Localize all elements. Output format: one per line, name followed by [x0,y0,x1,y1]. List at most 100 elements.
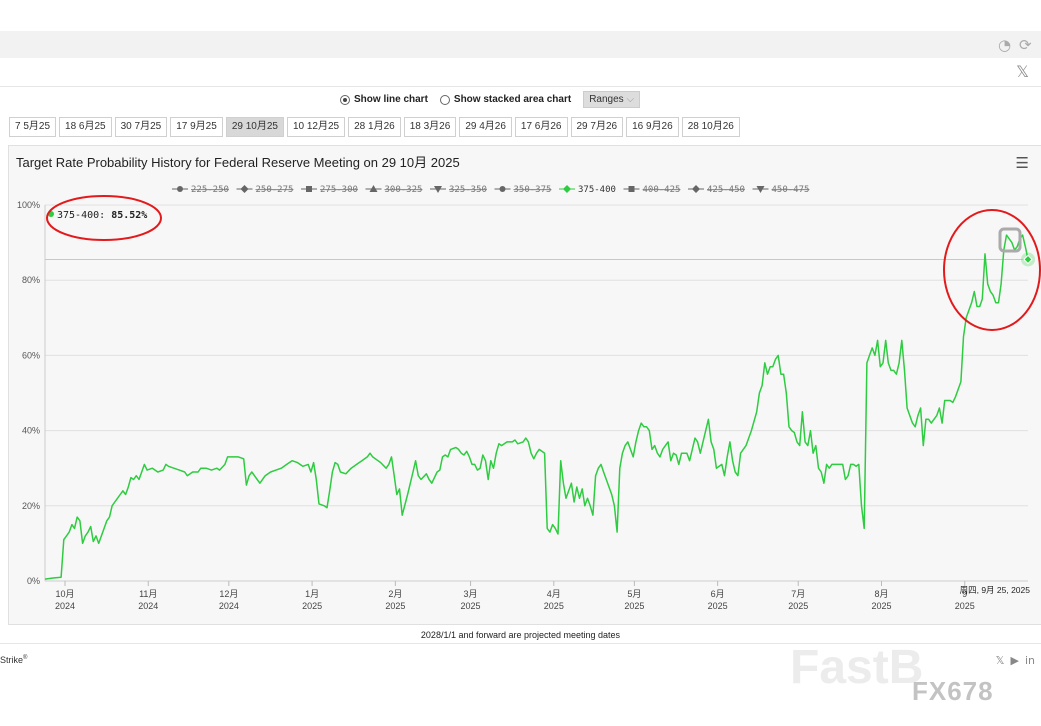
ranges-label: Ranges [589,94,624,105]
legend-label: 225-250 [191,185,229,195]
legend-label: 350-375 [514,185,552,195]
x-tick-label: 11月 [139,589,157,599]
legend-label: 375-400 [578,185,616,195]
radio-unchecked-icon[interactable] [439,94,450,105]
x-tick-year: 2025 [871,601,891,611]
x-tick-label: 4月 [547,589,561,599]
x-tick-year: 2025 [461,601,481,611]
tab-meeting-date[interactable]: 29 4月26 [459,117,512,137]
y-tick-label: 0% [27,576,40,586]
meeting-date-tabs: 7 5月25 18 6月25 30 7月25 17 9月25 29 10月25 10 12… [9,117,743,137]
legend-item[interactable]: 225-250 [172,185,229,195]
legend-label: 400-425 [643,185,681,195]
x-tick-year: 2025 [708,601,728,611]
radio-checked-icon[interactable] [340,94,350,105]
social-links: 𝕏 ▶ in [996,654,1035,667]
linkedin-icon[interactable]: in [1024,654,1035,667]
x-icon[interactable]: 𝕏 [995,654,1005,667]
legend-item[interactable]: 450-475 [752,185,810,195]
x-tick-year: 2025 [385,601,405,611]
tab-meeting-date[interactable]: 7 5月25 [9,117,57,137]
legend-marker [369,185,378,192]
hover-date-label: 周四, 9月 25, 2025 [960,585,1031,595]
x-tick-label: 7月 [791,589,805,599]
strike-label: Strike® [0,655,28,665]
tab-meeting-date[interactable]: 28 10月26 [681,117,740,137]
x-tick-label: 8月 [874,589,888,599]
divider [0,643,1041,644]
legend-item[interactable]: 425-450 [688,185,745,195]
legend-label: 300-325 [385,185,423,195]
tab-meeting-date[interactable]: 18 6月25 [59,117,112,137]
x-tick-label: 1月 [305,589,319,599]
x-tick-year: 2024 [55,601,75,611]
hover-marker [1023,254,1033,265]
x-tick-year: 2025 [788,601,808,611]
pie-chart-icon[interactable]: ◔ [998,36,1012,54]
x-tick-year: 2025 [955,601,975,611]
legend-marker [434,186,442,193]
watermark-fastbull: FastB [790,641,924,694]
legend-item[interactable]: 300-325 [365,185,423,195]
legend-label: 325-350 [449,185,487,195]
divider [0,86,1041,87]
ranges-dropdown[interactable]: Ranges ⌵ [583,91,641,108]
y-tick-label: 40% [22,426,40,436]
area-chart-option[interactable]: Show stacked area chart [439,94,572,105]
chart-title: Target Rate Probability History for Fede… [16,155,460,170]
y-tick-label: 100% [17,200,40,210]
legend-label: 250-275 [256,185,294,195]
y-tick-label: 20% [22,501,40,511]
legend-label: 450-475 [772,185,810,195]
legend-item[interactable]: 400-425 [623,185,681,195]
chart-type-options: Show line chart Show stacked area chart … [340,91,641,108]
youtube-icon[interactable]: ▶ [1010,654,1019,667]
annotation-ellipse-latest [943,209,1041,331]
area-chart-label: Show stacked area chart [453,94,572,105]
legend-label: 425-450 [707,185,745,195]
legend-item[interactable]: 375-400 [559,185,616,195]
tab-meeting-date[interactable]: 17 9月25 [170,117,223,137]
x-tick-year: 2025 [302,601,322,611]
tab-meeting-date[interactable]: 29 10月25 [225,117,284,137]
line-chart-label: Show line chart [354,94,428,105]
tab-meeting-date[interactable]: 10 12月25 [286,117,346,137]
legend-marker [499,186,506,192]
legend-marker [306,186,312,192]
tab-meeting-date[interactable]: 29 7月26 [570,117,624,137]
x-tick-year: 2025 [624,601,644,611]
zoom-icon [998,227,1022,253]
legend-item[interactable]: 350-375 [494,185,552,195]
x-tick-label: 6月 [711,589,725,599]
strike-text: Strike [0,655,24,665]
x-tick-label: 10月 [55,589,74,599]
line-chart-option[interactable]: Show line chart [340,94,428,105]
chart-panel [8,145,1041,625]
x-tick-year: 2024 [219,601,239,611]
x-tick-year: 2025 [544,601,564,611]
tab-meeting-date[interactable]: 28 1月26 [348,117,401,137]
tab-meeting-date[interactable]: 30 7月25 [114,117,168,137]
y-tick-label: 60% [22,350,40,360]
tab-meeting-date[interactable]: 18 3月26 [403,117,457,137]
x-tick-label: 3月 [464,589,478,599]
legend-label: 275-300 [320,185,358,195]
legend-marker [692,185,700,193]
refresh-icon[interactable]: ⟳ [1019,36,1032,54]
legend-marker [240,185,249,193]
legend-item[interactable]: 275-300 [301,185,358,195]
legend-item[interactable]: 325-350 [430,185,487,195]
x-share-icon[interactable]: 𝕏 [1016,62,1029,81]
legend-item[interactable]: 250-275 [236,185,294,195]
tooltip-series: 375-400: [57,210,111,221]
tab-meeting-date[interactable]: 17 6月26 [514,117,568,137]
legend-marker [756,186,765,193]
watermark-fx678: FX678 [912,676,994,706]
annotation-ellipse-tooltip [46,195,162,241]
tooltip-text: 375-400: 85.52% [57,210,147,221]
menu-icon[interactable]: ☰ [1015,154,1029,172]
x-tick-label: 2月 [388,589,402,599]
tab-meeting-date[interactable]: 16 9月26 [626,117,679,137]
x-tick-label: 12月 [219,589,238,599]
